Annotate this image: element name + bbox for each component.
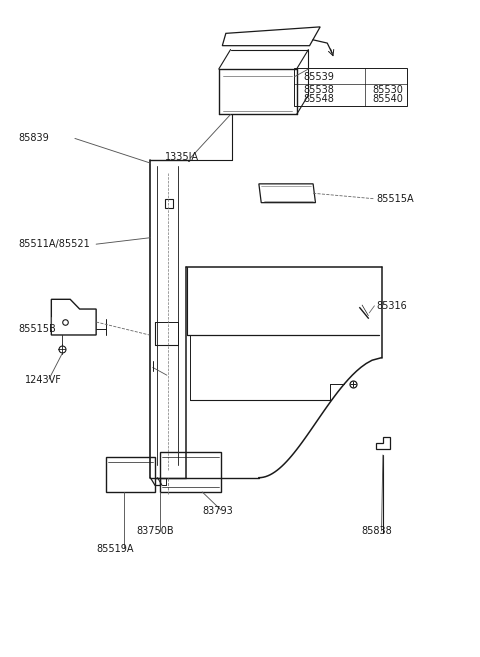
Text: 85519A: 85519A [96,544,133,554]
Text: 1243VF: 1243VF [25,375,62,386]
Text: 83750B: 83750B [136,526,174,536]
Bar [294,68,408,106]
Text: 85539: 85539 [304,72,335,82]
Bar [106,457,155,492]
Bar [160,452,221,492]
Bar [165,200,173,208]
Text: 85316: 85316 [377,301,408,311]
Text: 85515A: 85515A [377,194,414,204]
Text: 85530: 85530 [372,85,403,95]
Text: 85538: 85538 [304,85,335,95]
Text: 85548: 85548 [304,94,335,104]
Text: 85839: 85839 [18,133,49,143]
Text: 83793: 83793 [202,507,233,516]
Text: 85540: 85540 [372,94,403,104]
Text: 85515B: 85515B [18,323,56,334]
Text: 85838: 85838 [362,526,393,536]
Text: 1335JA: 1335JA [165,152,199,162]
Text: 85511A/85521: 85511A/85521 [18,239,90,249]
